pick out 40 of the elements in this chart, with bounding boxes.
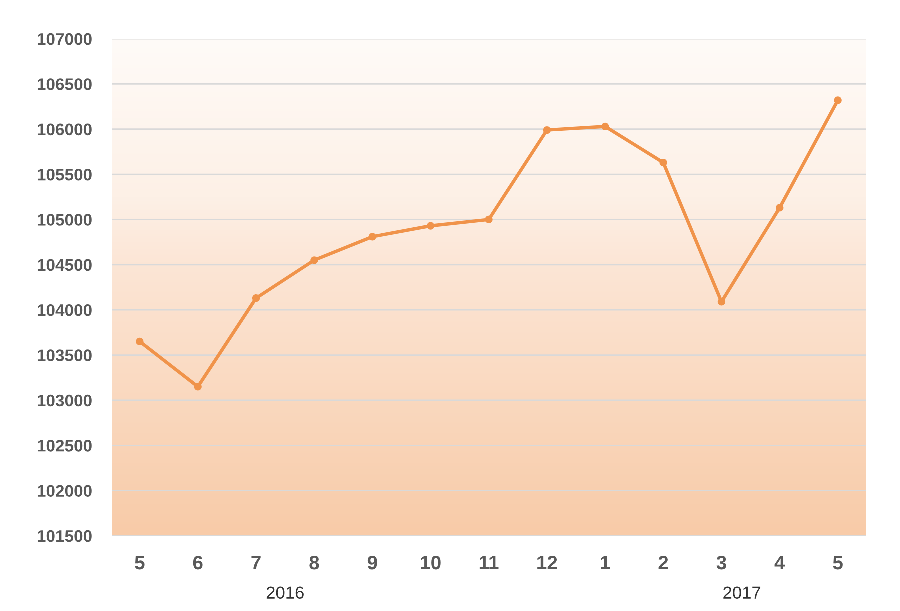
point <box>310 256 318 264</box>
y-tick-label: 106500 <box>38 78 92 90</box>
y-tick-label: 105500 <box>38 168 92 181</box>
y-tick-label: 107000 <box>38 33 92 46</box>
x-tick-label: 12 <box>538 556 558 570</box>
point <box>718 298 726 306</box>
x-tick-label: 2 <box>658 556 668 570</box>
point <box>427 222 435 230</box>
y-tick-label: 103000 <box>38 394 92 407</box>
point <box>194 383 202 391</box>
x-tick-label: 11 <box>480 556 499 570</box>
y-tick-label: 105000 <box>38 214 92 226</box>
y-tick-label: 103500 <box>38 350 92 362</box>
point <box>136 338 144 346</box>
x-tick-label: 4 <box>774 556 786 570</box>
y-tick-label: 104500 <box>38 259 92 272</box>
x-tick-label: 7 <box>252 556 261 570</box>
x-tick-label: 10 <box>421 556 441 570</box>
point <box>602 122 610 130</box>
text: 2016 <box>266 586 304 599</box>
y-tick-label: 104000 <box>38 304 92 316</box>
point <box>252 294 260 302</box>
x-tick-label: 3 <box>716 556 726 570</box>
y-tick-label: 102000 <box>38 485 92 498</box>
x-tick-label: 1 <box>601 556 610 570</box>
x-tick-label: 6 <box>193 556 203 570</box>
point <box>834 96 842 104</box>
x-tick-label: 8 <box>310 556 320 570</box>
point <box>368 233 376 241</box>
x-tick-label: 9 <box>368 556 378 570</box>
point <box>776 204 784 212</box>
y-tick-label: 101500 <box>38 530 92 542</box>
point <box>660 158 668 167</box>
x-tick-label: 5 <box>135 556 145 570</box>
point <box>543 126 551 134</box>
y-tick-label: 102500 <box>38 440 92 452</box>
point <box>485 216 493 224</box>
x-tick-label: 5 <box>833 556 843 570</box>
text: 2017 <box>724 586 761 599</box>
y-tick-label: 106000 <box>38 124 92 136</box>
